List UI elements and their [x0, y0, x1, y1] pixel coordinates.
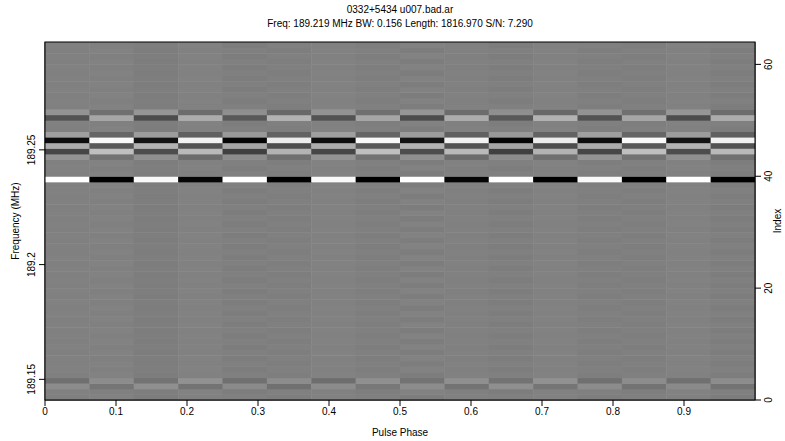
svg-text:189.2: 189.2	[26, 252, 37, 277]
svg-text:20: 20	[763, 282, 774, 294]
svg-text:Pulse Phase: Pulse Phase	[372, 427, 429, 438]
svg-text:Index: Index	[772, 209, 783, 233]
svg-text:60: 60	[763, 58, 774, 70]
svg-text:0.8: 0.8	[606, 406, 620, 417]
svg-text:0.4: 0.4	[322, 406, 336, 417]
svg-text:0.6: 0.6	[464, 406, 478, 417]
svg-text:189.25: 189.25	[26, 134, 37, 165]
svg-text:0.3: 0.3	[251, 406, 265, 417]
svg-text:40: 40	[763, 170, 774, 182]
svg-text:Frequency (MHz): Frequency (MHz)	[10, 182, 21, 259]
svg-text:189.15: 189.15	[26, 364, 37, 395]
svg-text:Freq: 189.219 MHz BW: 0.156 Le: Freq: 189.219 MHz BW: 0.156 Length: 1816…	[267, 18, 533, 29]
svg-text:0.2: 0.2	[180, 406, 194, 417]
svg-text:0.7: 0.7	[535, 406, 549, 417]
svg-text:0.1: 0.1	[109, 406, 123, 417]
svg-text:0.9: 0.9	[677, 406, 691, 417]
svg-text:0: 0	[42, 406, 48, 417]
svg-text:0.5: 0.5	[393, 406, 407, 417]
svg-text:0: 0	[763, 397, 774, 403]
svg-text:0332+5434 u007.bad.ar: 0332+5434 u007.bad.ar	[347, 4, 454, 15]
